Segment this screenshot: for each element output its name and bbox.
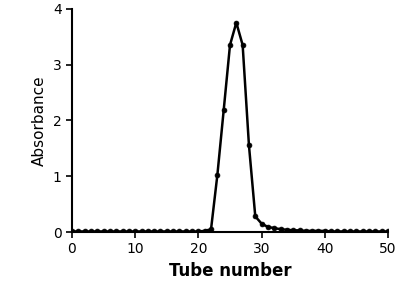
- Y-axis label: Absorbance: Absorbance: [32, 75, 47, 166]
- X-axis label: Tube number: Tube number: [169, 262, 291, 280]
